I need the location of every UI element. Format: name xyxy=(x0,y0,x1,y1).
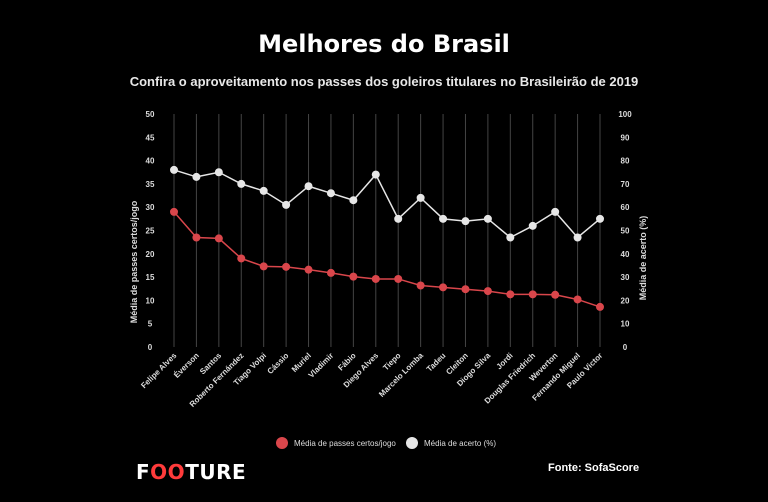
series-0-point xyxy=(551,290,560,299)
category-label: Felipe Alves xyxy=(139,351,179,391)
series-1-point xyxy=(237,179,246,188)
left-axis-title: Média de passes certos/jogo xyxy=(129,200,139,323)
right-axis-title: Média de acerto (%) xyxy=(638,216,648,301)
left-tick-label: 20 xyxy=(146,250,155,259)
category-label: Cássio xyxy=(266,351,291,376)
series-0-point xyxy=(259,262,268,271)
series-1-point xyxy=(394,214,403,223)
series-0-point xyxy=(237,254,246,263)
left-tick-label: 40 xyxy=(146,157,155,166)
legend-marker-passes xyxy=(276,437,288,449)
series-0-point xyxy=(416,281,425,290)
series-1-point xyxy=(326,189,335,198)
series-1-point xyxy=(416,193,425,202)
series-0-point xyxy=(170,207,178,216)
series-layer xyxy=(170,165,604,311)
chart-subtitle: Confira o aproveitamento nos passes dos … xyxy=(129,74,639,89)
right-tick-label: 30 xyxy=(621,273,630,282)
series-1-point xyxy=(192,172,201,181)
series-1-point xyxy=(483,214,492,223)
legend-label-passes: Média de passes certos/jogo xyxy=(294,439,396,448)
series-0-point xyxy=(573,295,582,304)
right-tick-label: 70 xyxy=(621,180,630,189)
right-tick-label: 0 xyxy=(623,343,628,352)
legend: Média de passes certos/jogo Média de ace… xyxy=(276,437,496,449)
series-0-point xyxy=(528,290,537,299)
left-axis-ticks: 0 5 10 15 20 25 30 35 40 45 50 xyxy=(146,110,155,352)
series-1-point xyxy=(214,168,223,177)
left-tick-label: 30 xyxy=(146,203,155,212)
series-0-point xyxy=(439,283,448,292)
series-1-point xyxy=(528,221,537,230)
legend-marker-accuracy xyxy=(406,437,418,449)
left-tick-label: 25 xyxy=(146,227,155,236)
series-1-point xyxy=(170,165,178,174)
right-tick-label: 20 xyxy=(621,296,630,305)
series-1-point xyxy=(551,207,560,216)
series-0-point xyxy=(371,274,380,283)
logo-part-f: F xyxy=(136,460,151,484)
logo-part-ture: TURE xyxy=(185,460,247,484)
series-0-point xyxy=(326,268,335,277)
series-0-point xyxy=(192,233,201,242)
left-tick-label: 5 xyxy=(148,320,153,329)
series-1-point xyxy=(573,233,582,242)
logo-infinity-icon: OO xyxy=(150,460,186,484)
category-label: Vladimir xyxy=(307,351,336,380)
series-1-point xyxy=(506,233,515,242)
series-0-point xyxy=(461,285,470,294)
left-tick-label: 50 xyxy=(146,110,155,119)
left-tick-label: 10 xyxy=(146,296,155,305)
series-0-point xyxy=(596,302,604,311)
series-0-point xyxy=(483,287,492,296)
right-tick-label: 90 xyxy=(621,133,630,142)
right-tick-label: 40 xyxy=(621,250,630,259)
series-0-point xyxy=(506,290,515,299)
right-tick-label: 100 xyxy=(618,110,632,119)
series-0-point xyxy=(282,262,291,271)
series-1-point xyxy=(282,200,291,209)
source-note: Fonte: SofaScore xyxy=(548,462,640,474)
left-tick-label: 35 xyxy=(146,180,155,189)
right-tick-label: 80 xyxy=(621,157,630,166)
right-axis-ticks: 0 10 20 30 40 50 60 70 80 90 100 xyxy=(618,110,632,352)
right-tick-label: 10 xyxy=(621,320,630,329)
legend-label-accuracy: Média de acerto (%) xyxy=(424,439,496,448)
series-1-point xyxy=(371,170,380,179)
series-0-point xyxy=(304,265,313,274)
series-1-point xyxy=(304,182,313,191)
category-label: Jordi xyxy=(495,351,515,371)
left-tick-label: 15 xyxy=(146,273,155,282)
category-label: Éverson xyxy=(172,351,201,380)
series-0-point xyxy=(349,272,358,281)
right-tick-label: 60 xyxy=(621,203,630,212)
series-1-point xyxy=(259,186,268,195)
grid-layer xyxy=(173,114,601,347)
right-tick-label: 50 xyxy=(621,227,630,236)
series-1-point xyxy=(596,214,604,223)
series-1-point xyxy=(349,196,358,205)
series-1-point xyxy=(439,214,448,223)
series-0-point xyxy=(394,274,403,283)
left-tick-label: 45 xyxy=(146,133,155,142)
series-1-point xyxy=(461,217,470,226)
footure-logo: FOOTURE xyxy=(136,460,246,484)
left-tick-label: 0 xyxy=(148,343,153,352)
series-0-point xyxy=(214,234,223,243)
chart-title: Melhores do Brasil xyxy=(258,30,510,58)
